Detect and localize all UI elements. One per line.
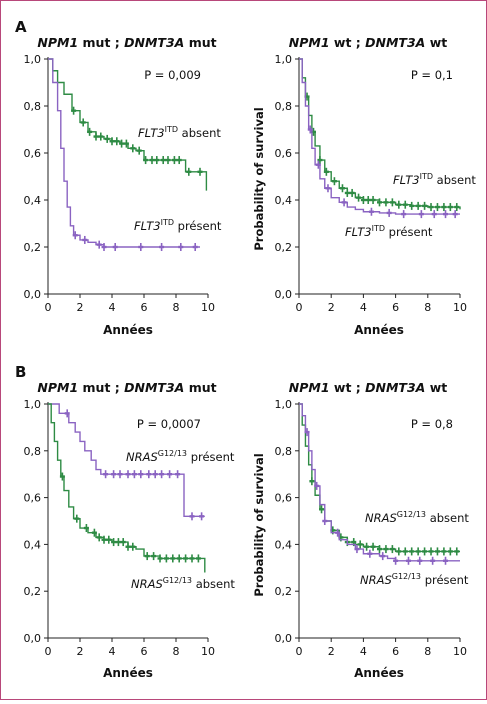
y-tick-label: 0,2 bbox=[24, 241, 42, 254]
x-axis-title: Années bbox=[354, 323, 404, 337]
x-tick-label: 2 bbox=[77, 645, 84, 658]
y-tick-label: 0,4 bbox=[275, 194, 293, 207]
y-tick-label: 0,6 bbox=[275, 492, 293, 505]
x-tick-label: 8 bbox=[173, 645, 180, 658]
chart-a-right: NPM1 wt ; DNMT3A wt P = 0,1 0 2 4 6 8 10 0,0 0,… bbox=[252, 35, 476, 337]
y-tick-label: 0,0 bbox=[275, 632, 293, 645]
x-axis-title: Années bbox=[103, 666, 153, 680]
series-label-purple: NRASG12/13 présent bbox=[126, 449, 235, 464]
y-tick-label: 0,2 bbox=[24, 585, 42, 598]
chart-title: NPM1 wt ; DNMT3A wt bbox=[289, 380, 447, 395]
y-tick-label: 0,8 bbox=[24, 100, 42, 113]
series-label-purple: NRASG12/13 présent bbox=[360, 572, 469, 587]
y-tick-label: 1,0 bbox=[24, 53, 42, 66]
chart-b-right: NPM1 wt ; DNMT3A wt P = 0,8 0 2 4 6 8 10 0,0 0,… bbox=[252, 380, 469, 680]
series-label-green: FLT3ITD absent bbox=[138, 125, 221, 140]
y-tick-label: 1,0 bbox=[24, 398, 42, 411]
y-tick-label: 0,4 bbox=[24, 538, 42, 551]
chart-title: NPM1 wt ; DNMT3A wt bbox=[289, 35, 447, 50]
x-tick-label: 4 bbox=[360, 645, 367, 658]
y-tick-label: 0,0 bbox=[24, 632, 42, 645]
series-label-purple: FLT3ITD présent bbox=[345, 224, 433, 239]
panel-letter-a: A bbox=[15, 18, 27, 36]
x-tick-label: 6 bbox=[141, 645, 148, 658]
chart-title: NPM1 mut ; DNMT3A mut bbox=[37, 35, 216, 50]
p-value: P = 0,8 bbox=[411, 417, 453, 431]
y-tick-label: 1,0 bbox=[275, 53, 293, 66]
x-tick-label: 0 bbox=[45, 301, 52, 314]
y-axis-title: Probability of survival bbox=[252, 453, 266, 596]
chart-a-left: NPM1 mut ; DNMT3A mut P = 0,009 0 2 4 6 8 10 0… bbox=[24, 35, 222, 337]
y-tick-label: 0,6 bbox=[24, 147, 42, 160]
x-axis-title: Années bbox=[103, 323, 153, 337]
x-tick-label: 4 bbox=[109, 301, 116, 314]
y-tick-label: 1,0 bbox=[275, 398, 293, 411]
y-tick-label: 0,8 bbox=[275, 100, 293, 113]
p-value: P = 0,009 bbox=[144, 68, 201, 82]
panel-letter-b: B bbox=[15, 363, 26, 381]
x-tick-label: 6 bbox=[392, 301, 399, 314]
y-tick-label: 0,8 bbox=[275, 445, 293, 458]
y-tick-label: 0,8 bbox=[24, 445, 42, 458]
x-tick-label: 6 bbox=[141, 301, 148, 314]
y-tick-label: 0,0 bbox=[275, 288, 293, 301]
series-label-green: FLT3ITD absent bbox=[393, 172, 476, 187]
y-tick-label: 0,0 bbox=[24, 288, 42, 301]
y-tick-label: 0,4 bbox=[275, 538, 293, 551]
y-tick-label: 0,4 bbox=[24, 194, 42, 207]
x-tick-label: 10 bbox=[201, 301, 215, 314]
x-tick-label: 2 bbox=[328, 301, 335, 314]
y-tick-label: 0,6 bbox=[24, 492, 42, 505]
series-label-green: NRASG12/13 absent bbox=[365, 510, 469, 525]
x-axis-title: Années bbox=[354, 666, 404, 680]
x-tick-label: 2 bbox=[328, 645, 335, 658]
y-tick-label: 0,2 bbox=[275, 241, 293, 254]
x-tick-label: 8 bbox=[424, 301, 431, 314]
y-axis-title: Probability of survival bbox=[252, 107, 266, 250]
x-tick-label: 10 bbox=[453, 645, 467, 658]
p-value: P = 0,0007 bbox=[137, 417, 201, 431]
x-tick-label: 10 bbox=[201, 645, 215, 658]
survival-curve-purple bbox=[299, 58, 460, 215]
survival-curve-purple bbox=[48, 58, 200, 248]
x-tick-label: 4 bbox=[109, 645, 116, 658]
x-tick-label: 2 bbox=[77, 301, 84, 314]
y-tick-label: 0,6 bbox=[275, 147, 293, 160]
x-tick-label: 0 bbox=[45, 645, 52, 658]
x-tick-label: 8 bbox=[173, 301, 180, 314]
chart-b-left: NPM1 mut ; DNMT3A mut P = 0,0007 0 2 4 6 8 10… bbox=[24, 380, 236, 680]
x-tick-label: 4 bbox=[360, 301, 367, 314]
x-tick-label: 0 bbox=[296, 645, 303, 658]
chart-title: NPM1 mut ; DNMT3A mut bbox=[37, 380, 216, 395]
x-tick-label: 8 bbox=[424, 645, 431, 658]
y-tick-label: 0,2 bbox=[275, 585, 293, 598]
x-tick-label: 0 bbox=[296, 301, 303, 314]
series-label-green: NRASG12/13 absent bbox=[131, 576, 235, 591]
x-tick-label: 6 bbox=[392, 645, 399, 658]
x-tick-label: 10 bbox=[453, 301, 467, 314]
p-value: P = 0,1 bbox=[411, 68, 453, 82]
survival-curve-green bbox=[48, 403, 206, 573]
series-label-purple: FLT3ITD présent bbox=[134, 218, 222, 233]
